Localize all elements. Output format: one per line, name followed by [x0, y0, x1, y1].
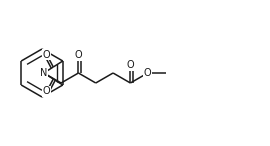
Text: N: N: [40, 68, 48, 78]
Text: O: O: [43, 86, 50, 96]
Text: O: O: [144, 68, 151, 78]
Text: O: O: [127, 60, 134, 70]
Text: O: O: [75, 50, 82, 60]
Text: O: O: [43, 50, 50, 60]
